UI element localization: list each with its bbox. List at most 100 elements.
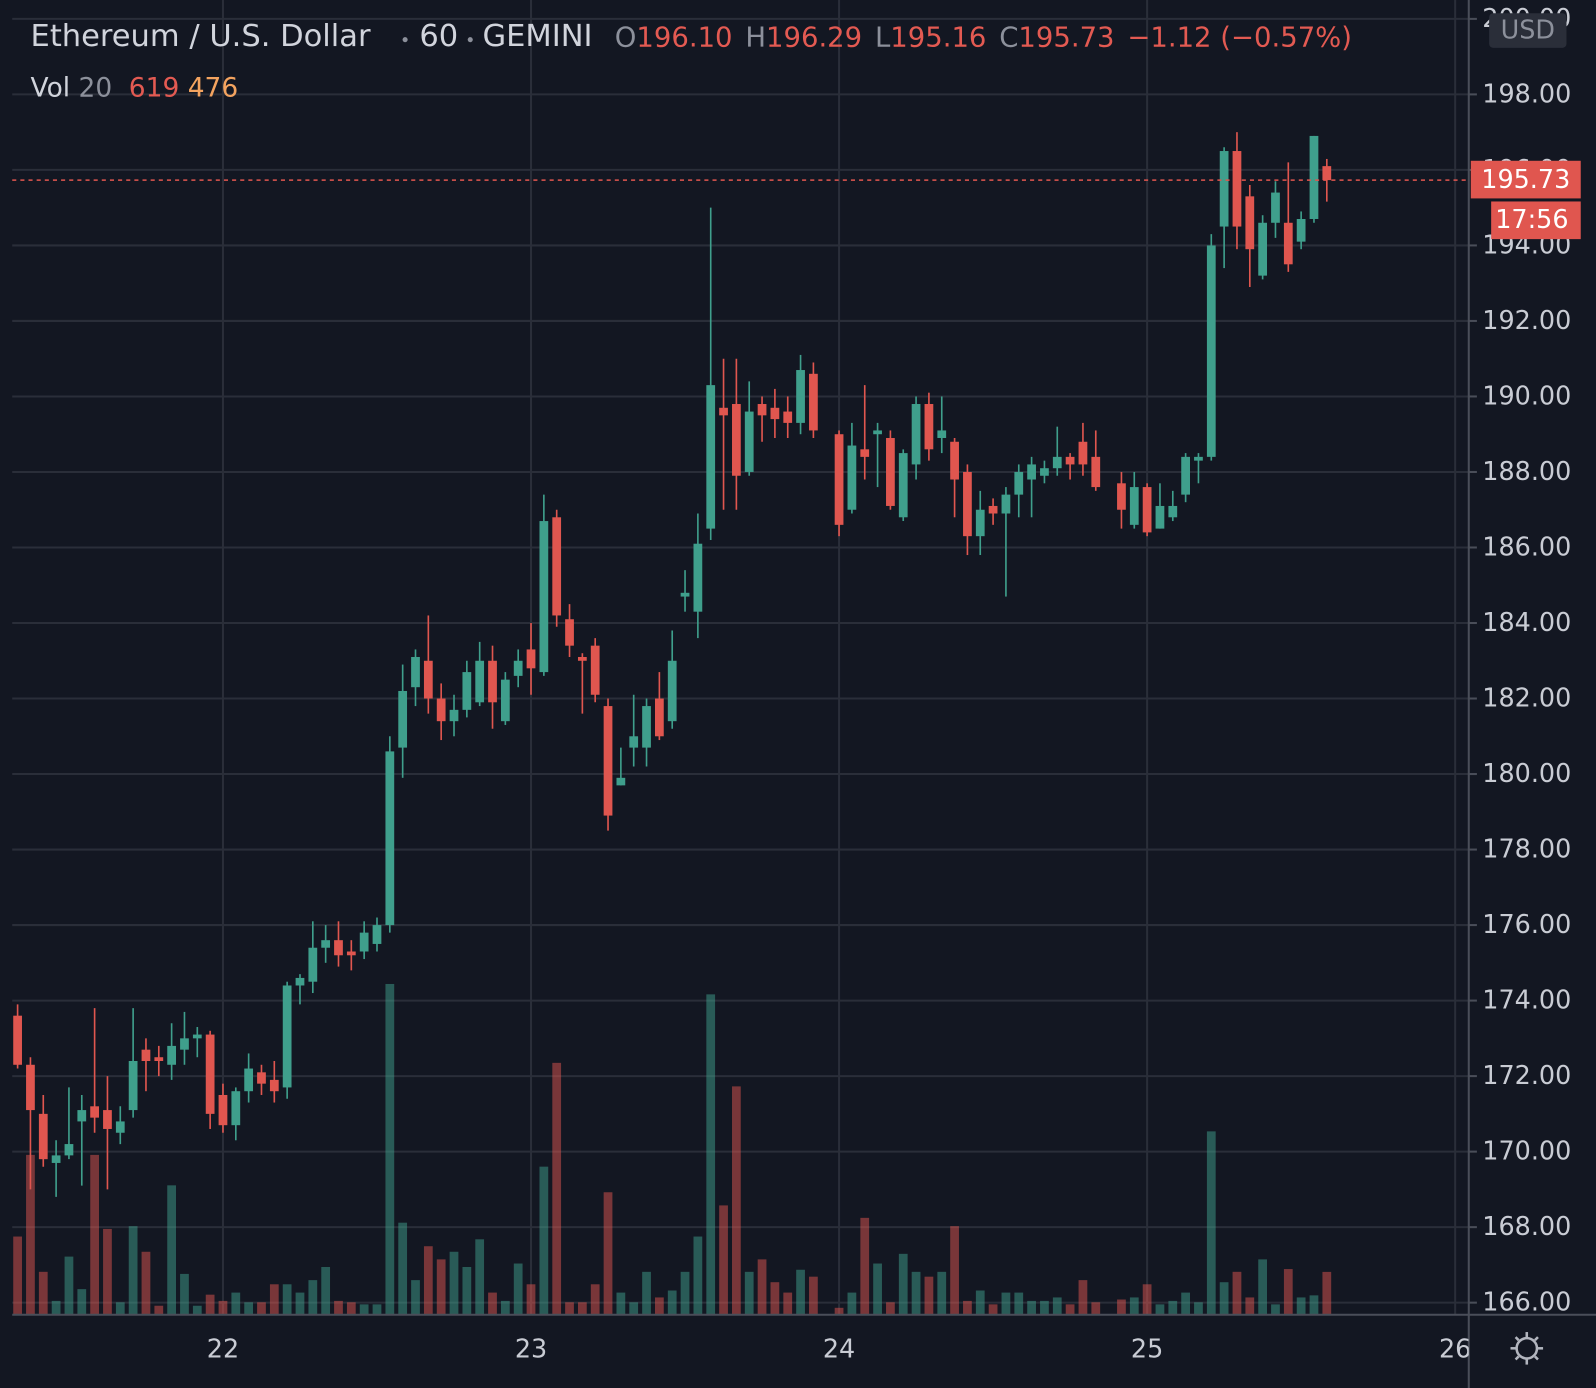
volume-bar bbox=[1206, 1131, 1216, 1315]
y-tick-label: 168.00 bbox=[1482, 1211, 1571, 1241]
candle-body bbox=[423, 660, 433, 699]
volume-bar bbox=[667, 1290, 677, 1315]
price-axis: 166.00 168.00 170.00 172.00 174.00 176.00 178.… bbox=[1468, 3, 1571, 1317]
candle-body bbox=[590, 645, 600, 695]
volume-bar bbox=[706, 994, 716, 1315]
x-tick-label: 26 bbox=[1439, 1333, 1471, 1363]
volume-bar bbox=[744, 1271, 754, 1315]
candle-body bbox=[385, 751, 395, 926]
candle-body bbox=[1168, 505, 1178, 518]
candle-body bbox=[436, 698, 446, 722]
candle-body bbox=[205, 1034, 215, 1114]
candle-body bbox=[295, 977, 305, 986]
volume-legend: Vol 20 619 476 bbox=[31, 72, 239, 103]
ohlc-legend: O196.10 H196.29 L195.16 C195.73 −1.12 (−… bbox=[615, 23, 1352, 54]
candle-body bbox=[860, 449, 870, 457]
ohlc-value: 195.16 bbox=[890, 23, 986, 54]
volume-bar bbox=[257, 1302, 266, 1315]
candle-body bbox=[308, 947, 318, 982]
candle-body bbox=[1001, 494, 1011, 514]
candle-body bbox=[1052, 456, 1062, 469]
volume-bar bbox=[1181, 1292, 1190, 1315]
symbol: Ethereum / U.S. Dollar bbox=[31, 19, 371, 54]
candle-body bbox=[244, 1068, 254, 1092]
volume-bar bbox=[334, 1300, 343, 1315]
candle-body bbox=[1181, 456, 1190, 495]
volume-bar bbox=[937, 1271, 947, 1315]
volume-bar bbox=[205, 1294, 215, 1315]
volume-bar bbox=[231, 1292, 241, 1315]
candle-body bbox=[38, 1113, 48, 1160]
volume-bar bbox=[1271, 1304, 1280, 1315]
ohlc-value: 196.29 bbox=[766, 23, 862, 54]
last-price: 195.73 17:56 bbox=[12, 160, 1581, 240]
y-tick-label: 184.00 bbox=[1482, 607, 1571, 637]
volume-bar bbox=[346, 1302, 356, 1315]
y-tick-label: 166.00 bbox=[1482, 1287, 1571, 1317]
candle-body bbox=[552, 517, 562, 616]
candle-body bbox=[988, 505, 998, 514]
volume-layer bbox=[13, 983, 1332, 1315]
volume-bar bbox=[103, 1228, 112, 1315]
candle-body bbox=[359, 932, 369, 952]
x-tick-label: 23 bbox=[515, 1333, 547, 1363]
candle-body bbox=[167, 1045, 177, 1065]
last-price-label: 195.73 bbox=[1481, 164, 1570, 194]
volume-bar bbox=[590, 1284, 600, 1315]
candle-body bbox=[500, 679, 510, 722]
candle-body bbox=[513, 660, 523, 676]
candle-body bbox=[963, 471, 972, 537]
volume-bar bbox=[629, 1302, 639, 1315]
volume-bar bbox=[1309, 1295, 1319, 1315]
volume-bar bbox=[539, 1166, 549, 1315]
volume-bar bbox=[552, 1062, 562, 1315]
y-tick-label: 170.00 bbox=[1482, 1136, 1571, 1166]
volume-bar bbox=[975, 1290, 985, 1315]
time-axis: 22 23 24 25 26 bbox=[207, 1333, 1471, 1363]
candle-body bbox=[809, 373, 818, 431]
candle-body bbox=[950, 441, 959, 480]
y-tick-label: 188.00 bbox=[1482, 456, 1571, 486]
currency: USD bbox=[1501, 15, 1555, 45]
candle-body bbox=[770, 407, 780, 420]
change: −1.12 (−0.57%) bbox=[1127, 23, 1352, 54]
volume-bar bbox=[372, 1304, 382, 1315]
candle-body bbox=[783, 411, 793, 423]
volume-bar bbox=[577, 1302, 587, 1315]
candle-body bbox=[257, 1072, 266, 1084]
candle-body bbox=[372, 925, 382, 944]
countdown: 17:56 bbox=[1495, 204, 1568, 234]
volume-bar bbox=[308, 1280, 318, 1315]
y-tick-label: 186.00 bbox=[1482, 532, 1571, 562]
volume-bar bbox=[64, 1256, 74, 1315]
settings-icon[interactable] bbox=[1510, 1332, 1544, 1365]
volume-bar bbox=[898, 1253, 908, 1315]
volume-bar bbox=[218, 1300, 228, 1315]
candle-body bbox=[1040, 468, 1049, 476]
volume-bar bbox=[1168, 1300, 1178, 1315]
volume-bar bbox=[603, 1192, 613, 1315]
candle-body bbox=[154, 1057, 164, 1061]
volume-bar bbox=[988, 1304, 998, 1315]
candle-body bbox=[693, 543, 703, 612]
volume-bar bbox=[1065, 1304, 1075, 1315]
candle-body bbox=[141, 1049, 151, 1061]
volume-bar bbox=[732, 1086, 741, 1315]
volume-bar bbox=[1155, 1304, 1165, 1315]
volume-bar bbox=[565, 1302, 574, 1315]
volume-bar bbox=[282, 1284, 292, 1315]
volume-bar bbox=[321, 1266, 331, 1315]
volume-bar bbox=[1219, 1282, 1229, 1315]
volume-bar bbox=[1296, 1297, 1306, 1315]
x-tick-label: 22 bbox=[207, 1333, 239, 1363]
volume-bar bbox=[950, 1226, 959, 1315]
volume-bar bbox=[654, 1297, 664, 1315]
candle-body bbox=[192, 1034, 202, 1039]
candle-body bbox=[282, 985, 292, 1088]
candle-body bbox=[616, 777, 626, 786]
volume-bar bbox=[1078, 1280, 1088, 1315]
candle-body bbox=[1245, 196, 1255, 250]
candle-body bbox=[1232, 151, 1242, 227]
volume-bar bbox=[1091, 1302, 1101, 1315]
